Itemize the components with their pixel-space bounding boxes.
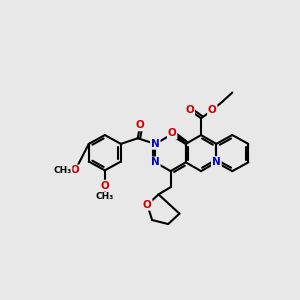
Text: O: O: [100, 181, 109, 190]
Text: CH₃: CH₃: [96, 192, 114, 201]
Text: O: O: [143, 200, 152, 210]
Text: N: N: [212, 157, 221, 167]
Text: O: O: [168, 128, 177, 139]
Text: O: O: [136, 120, 145, 130]
Text: O: O: [208, 105, 217, 115]
Text: N: N: [151, 157, 160, 167]
Text: N: N: [151, 139, 160, 149]
Text: N: N: [212, 157, 221, 167]
Text: CH₃: CH₃: [53, 166, 71, 175]
Text: O: O: [185, 105, 194, 115]
Text: O: O: [71, 165, 80, 175]
